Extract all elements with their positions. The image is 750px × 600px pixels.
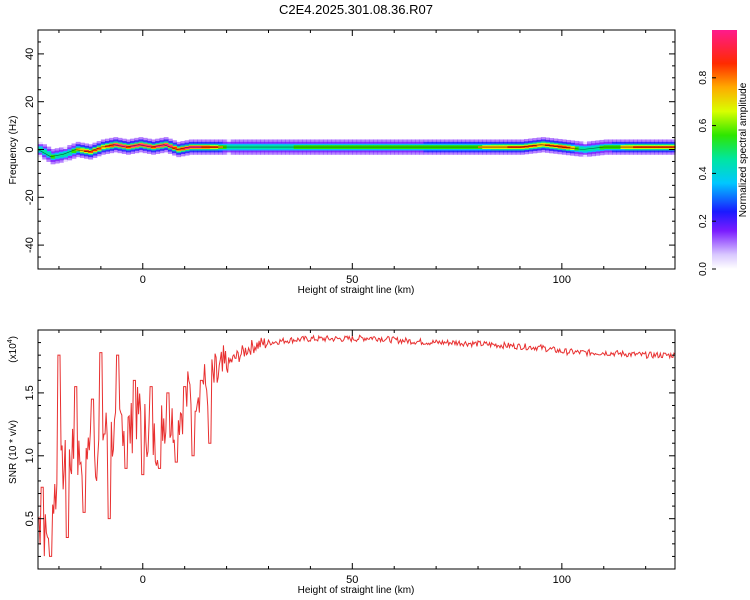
x-tick-label: 50	[346, 574, 358, 586]
spectrogram-cell	[117, 144, 123, 147]
spectrogram-xlabel: Height of straight line (km)	[298, 285, 415, 296]
snr-scale-exponent: 4	[7, 339, 14, 343]
y-tick-label: -20	[24, 189, 36, 205]
spectrogram-cell	[113, 143, 119, 146]
spectrogram-cell	[84, 150, 89, 153]
spectrogram-cell	[71, 149, 77, 154]
snr-xlabel: Height of straight line (km)	[298, 585, 415, 596]
spectrogram-cell	[159, 144, 165, 147]
spectrogram-cell	[96, 147, 102, 150]
spectrogram-ridge	[37, 137, 676, 165]
spectrogram-cell	[50, 154, 56, 159]
snr-ylabel: SNR (10 * v/v)	[8, 420, 19, 484]
spectrogram-cell	[46, 152, 52, 157]
spectrogram-cell	[130, 145, 135, 148]
y-tick-label: 1.0	[24, 448, 36, 463]
spectrogram-ticks: 0 50 100 -40 -20 0 20 40	[24, 29, 675, 286]
spectrogram-ylabel: Frequency (Hz)	[8, 116, 19, 185]
y-tick-label: 0.5	[24, 511, 36, 526]
spectrogram-cell	[67, 150, 73, 155]
spectrogram-panel: 0 50 100 -40 -20 0 20 40 Height of straight lin…	[8, 29, 676, 296]
x-tick-label: 100	[553, 574, 571, 586]
snr-scale-prefix: (x10	[8, 343, 19, 363]
snr-scale-note: (x104)	[7, 336, 19, 363]
spectrogram-cell	[176, 148, 182, 151]
spectrogram-cell	[105, 145, 110, 148]
spectrogram-cell	[54, 153, 60, 158]
colorbar-label: Normalized spectral amplitude	[738, 82, 749, 217]
snr-plot-area	[38, 330, 675, 569]
spectrogram-cell	[146, 145, 152, 148]
y-tick-label: 0	[24, 146, 36, 152]
colorbar-tick-label: 0.2	[698, 214, 709, 228]
y-tick-label: 20	[24, 96, 36, 108]
y-tick-label: -40	[24, 237, 36, 253]
spectrogram-cell	[180, 147, 186, 150]
spectrogram-cell	[88, 150, 94, 153]
snr-frame	[37, 329, 676, 570]
spectrogram-cell	[155, 145, 161, 148]
spectrogram-cell	[121, 145, 127, 148]
colorbar-scale	[712, 30, 737, 269]
colorbar-ticks: 0.0 0.2 0.4 0.6 0.8	[698, 70, 716, 276]
spectrogram-cell	[79, 149, 85, 152]
x-tick-label: 0	[140, 274, 146, 286]
spectrogram-ridge-line	[37, 144, 675, 157]
spectrogram-cell	[134, 144, 140, 147]
colorbar-tick-label: 0.8	[698, 70, 709, 84]
spectrogram-cell	[63, 152, 68, 157]
spectrogram-cell	[163, 143, 169, 146]
spectrogram-cell	[58, 153, 64, 157]
spectrogram-cell	[126, 146, 131, 149]
spectrogram-cell	[75, 148, 81, 151]
svg-text:(x104): (x104)	[7, 336, 19, 363]
spectrogram-cell	[100, 146, 106, 149]
y-tick-label: 1.5	[24, 385, 36, 400]
snr-series-line	[37, 334, 676, 557]
y-tick-label: 40	[24, 48, 36, 60]
spectrogram-cell	[172, 146, 177, 149]
x-tick-label: 50	[346, 274, 358, 286]
spectrogram-cell	[42, 149, 47, 154]
figure-title: C2E4.2025.301.08.36.R07	[279, 2, 433, 17]
colorbar: 0.0 0.2 0.4 0.6 0.8 Normalized spectral ampl…	[698, 30, 749, 276]
spectrogram-cell	[109, 144, 115, 147]
spectrogram-cell	[184, 146, 190, 149]
colorbar-tick-label: 0.6	[698, 118, 709, 132]
x-tick-label: 100	[553, 274, 571, 286]
spectrogram-cell	[138, 143, 144, 146]
spectrogram-cell	[92, 149, 98, 152]
snr-panel: 0 50 100 0.5 1.0 1.5 Height of straight line …	[7, 329, 676, 596]
colorbar-tick-label: 0.0	[698, 262, 709, 276]
spectrogram-cell	[151, 146, 156, 149]
snr-ticks: 0 50 100 0.5 1.0 1.5	[24, 329, 675, 586]
spectrogram-cell	[142, 144, 148, 147]
x-tick-label: 0	[140, 574, 146, 586]
colorbar-tick-label: 0.4	[698, 166, 709, 180]
spectrogram-cell	[167, 145, 173, 148]
